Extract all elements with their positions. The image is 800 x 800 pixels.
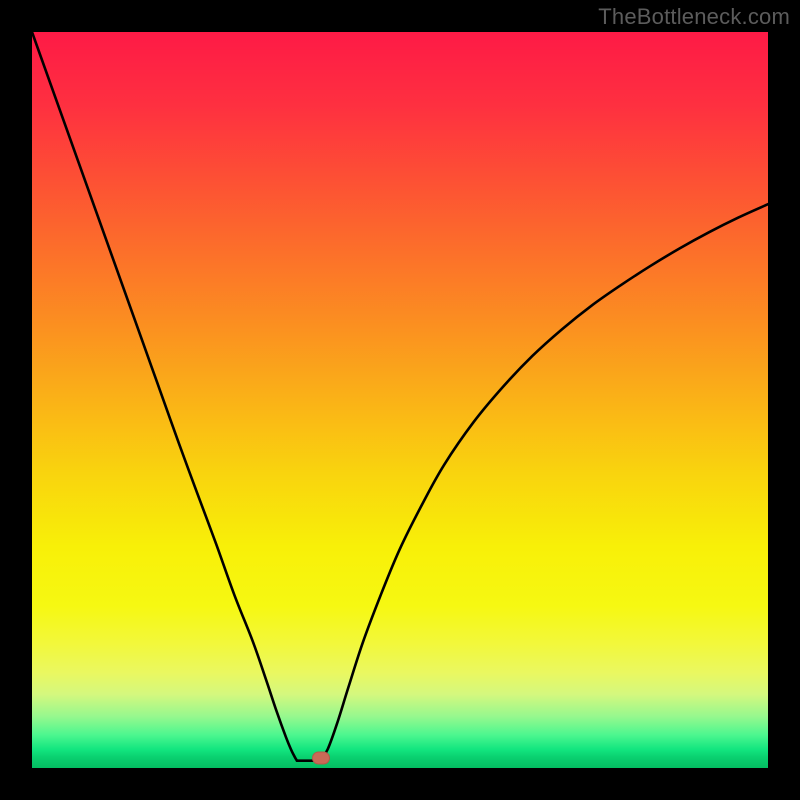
watermark-text: TheBottleneck.com [598,4,790,30]
optimal-marker [312,751,330,764]
bottleneck-curve [32,32,768,768]
plot-area [32,32,768,768]
chart-frame: TheBottleneck.com [0,0,800,800]
